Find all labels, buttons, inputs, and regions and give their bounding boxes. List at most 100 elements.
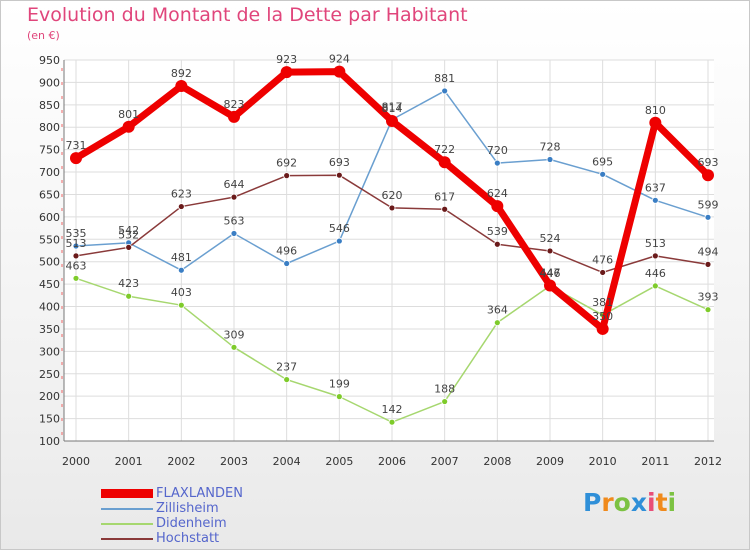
- data-label: 309: [224, 328, 245, 341]
- data-label: 637: [645, 181, 666, 194]
- data-point: [702, 169, 714, 182]
- data-label: 720: [487, 144, 508, 157]
- data-label: 624: [487, 187, 508, 200]
- x-tick-label: 2012: [694, 455, 722, 468]
- data-point: [493, 159, 501, 167]
- data-label: 823: [224, 98, 245, 111]
- data-label: 350: [592, 310, 613, 323]
- data-label: 546: [329, 222, 350, 235]
- y-tick-label: 550: [39, 233, 60, 246]
- data-label: 731: [66, 139, 87, 152]
- data-point: [651, 282, 659, 290]
- data-label: 542: [118, 224, 139, 237]
- data-point: [546, 156, 554, 163]
- x-tick-label: 2000: [62, 455, 90, 468]
- x-tick-label: 2011: [641, 455, 669, 468]
- y-tick-label: 400: [39, 301, 60, 314]
- data-point: [70, 152, 82, 165]
- data-label: 188: [434, 383, 455, 396]
- legend-label: Zillisheim: [156, 501, 219, 516]
- data-label: 692: [276, 157, 297, 170]
- data-label: 695: [592, 155, 613, 168]
- data-point: [72, 242, 80, 250]
- data-label: 403: [171, 286, 192, 299]
- data-label: 476: [592, 253, 613, 266]
- data-label: 364: [487, 304, 508, 317]
- legend-label: Hochstatt: [156, 531, 220, 546]
- chart-unit: (en €): [27, 29, 60, 42]
- data-point: [649, 116, 662, 129]
- x-tick-label: 2001: [115, 455, 143, 468]
- data-label: 881: [434, 72, 455, 85]
- data-point: [441, 205, 449, 213]
- data-label: 810: [645, 104, 666, 117]
- y-tick-label: 250: [39, 368, 60, 381]
- data-point: [651, 252, 659, 260]
- x-tick-label: 2009: [536, 455, 564, 468]
- data-label: 494: [698, 245, 719, 258]
- data-label: 535: [66, 227, 87, 240]
- data-point: [230, 343, 238, 351]
- data-label: 423: [118, 277, 139, 290]
- data-point: [704, 213, 712, 221]
- data-label: 393: [698, 291, 719, 304]
- data-label: 814: [382, 102, 403, 115]
- data-point: [491, 200, 504, 213]
- data-point: [546, 247, 554, 255]
- proxiti-logo: Proxiti: [583, 488, 677, 517]
- x-tick-label: 2005: [325, 455, 353, 468]
- data-label: 620: [382, 189, 403, 202]
- data-point: [283, 172, 291, 180]
- data-point: [122, 120, 135, 133]
- legend-swatch: [101, 508, 153, 510]
- data-point: [388, 204, 396, 212]
- data-label: 524: [540, 232, 561, 245]
- y-tick-label: 350: [39, 323, 60, 336]
- chart-title: Evolution du Montant de la Dette par Hab…: [27, 4, 468, 26]
- data-point: [125, 292, 133, 300]
- legend-swatch: [101, 538, 153, 540]
- data-label: 817: [382, 101, 403, 114]
- data-point: [651, 196, 659, 204]
- y-tick-label: 750: [39, 144, 60, 157]
- data-label: 892: [171, 67, 192, 80]
- data-point: [441, 87, 449, 95]
- data-point: [493, 240, 501, 248]
- data-label: 644: [224, 178, 245, 191]
- legend-swatch: [101, 489, 153, 498]
- x-tick-label: 2007: [431, 455, 459, 468]
- data-point: [335, 393, 343, 401]
- y-tick-label: 300: [39, 345, 60, 358]
- data-label: 801: [118, 108, 139, 121]
- y-tick-label: 500: [39, 256, 60, 269]
- y-tick-label: 150: [39, 413, 60, 426]
- data-label: 599: [698, 198, 719, 211]
- y-tick-label: 600: [39, 211, 60, 224]
- data-point: [544, 279, 556, 292]
- data-point: [177, 266, 185, 274]
- data-point: [177, 203, 185, 210]
- data-label: 617: [434, 190, 455, 203]
- data-point: [386, 114, 398, 127]
- y-tick-label: 450: [39, 278, 60, 291]
- data-point: [175, 79, 188, 92]
- y-tick-label: 900: [39, 76, 60, 89]
- legend-label: FLAXLANDEN: [156, 486, 243, 501]
- data-label: 447: [540, 266, 561, 279]
- data-point: [596, 322, 609, 335]
- data-point: [335, 171, 343, 179]
- data-label: 924: [329, 53, 350, 66]
- data-point: [438, 156, 451, 169]
- data-label: 463: [66, 259, 87, 272]
- data-label: 539: [487, 225, 508, 238]
- legend-swatch: [101, 523, 153, 525]
- x-tick-label: 2006: [378, 455, 406, 468]
- data-label: 446: [645, 267, 666, 280]
- data-point: [283, 376, 291, 383]
- data-label: 728: [540, 141, 561, 154]
- y-tick-label: 850: [39, 99, 60, 112]
- data-label: 623: [171, 188, 192, 201]
- data-point: [599, 170, 607, 178]
